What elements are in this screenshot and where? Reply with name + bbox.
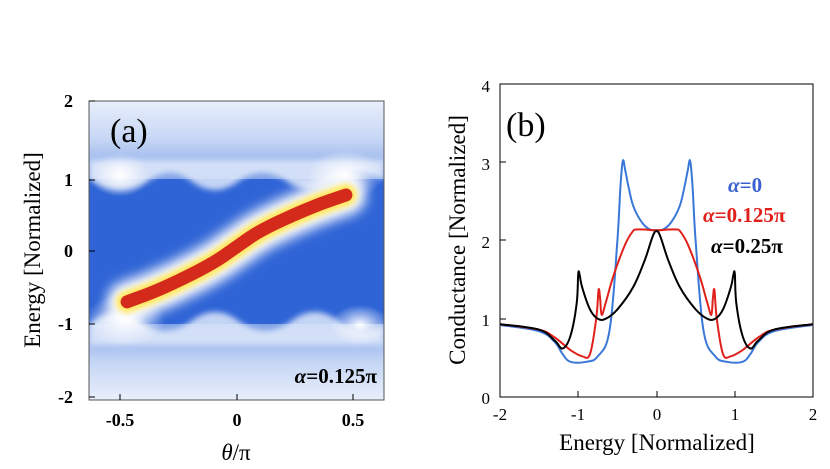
heatmap-image bbox=[89, 101, 384, 400]
conductance-x-label: Energy [Normalized] bbox=[559, 430, 755, 455]
legend-value: =0 bbox=[740, 173, 762, 197]
x-label-rest: /π bbox=[233, 440, 251, 465]
panel-label-b: (b) bbox=[506, 107, 546, 144]
diagonal-state-core bbox=[120, 188, 353, 309]
heatmap-x-label: θ/π bbox=[221, 440, 251, 465]
legend-alpha-0: α=0 bbox=[728, 173, 762, 197]
y-tick-label: 2 bbox=[482, 233, 491, 252]
panel-label-a: (a) bbox=[110, 113, 148, 150]
y-tick-label: 1 bbox=[64, 170, 73, 190]
legend-value: =0.25π bbox=[723, 234, 784, 258]
conductance-panel: 4 3 2 1 0 -2 -1 0 1 2 Conductance [Norma… bbox=[445, 77, 817, 455]
x-tick-label: -0.5 bbox=[106, 410, 135, 430]
heatmap-y-axis: 2 1 0 -1 -2 bbox=[58, 91, 95, 407]
x-tick-label: 0 bbox=[233, 410, 242, 430]
x-tick-label: 0.5 bbox=[342, 410, 365, 430]
heatmap-y-label: Energy [Normalized] bbox=[20, 152, 45, 348]
y-tick-label: 1 bbox=[482, 311, 491, 330]
x-tick-label: -2 bbox=[493, 405, 507, 424]
heatmap-x-axis: -0.5 0 0.5 bbox=[106, 394, 365, 430]
glow-upper-left bbox=[90, 153, 150, 197]
x-label-variable: θ bbox=[221, 440, 232, 465]
legend-alpha-0125pi: α=0.125π bbox=[703, 203, 786, 227]
glow-lower-right bbox=[330, 305, 384, 345]
y-tick-label: 4 bbox=[482, 77, 491, 96]
heatmap-panel: 2 1 0 -1 -2 -0.5 0 0.5 θ/π Energy [Norma… bbox=[20, 91, 385, 465]
annotation-variable: α bbox=[295, 364, 307, 388]
conductance-y-label: Conductance [Normalized] bbox=[445, 115, 470, 365]
y-tick-label: -2 bbox=[58, 387, 73, 407]
legend-value: =0.125π bbox=[715, 203, 786, 227]
conductance-x-axis: -2 -1 0 1 2 bbox=[493, 391, 817, 424]
y-tick-label: 3 bbox=[482, 155, 491, 174]
x-tick-label: 2 bbox=[809, 405, 818, 424]
legend-variable: α bbox=[703, 203, 715, 227]
conductance-y-axis: 4 3 2 1 0 bbox=[482, 77, 506, 408]
plot-frame bbox=[499, 83, 814, 398]
series-line-2 bbox=[499, 230, 814, 350]
legend-alpha-025pi: α=0.25π bbox=[711, 234, 783, 258]
lower-band-edge bbox=[89, 312, 384, 345]
y-tick-label: -1 bbox=[58, 314, 73, 334]
legend-variable: α bbox=[711, 234, 723, 258]
legend-variable: α bbox=[728, 173, 740, 197]
conductance-curves bbox=[499, 159, 814, 364]
y-tick-label: 0 bbox=[482, 389, 491, 408]
annotation-rest: =0.125π bbox=[306, 364, 377, 388]
x-tick-label: 0 bbox=[653, 405, 662, 424]
y-tick-label: 0 bbox=[64, 241, 73, 261]
x-tick-label: 1 bbox=[731, 405, 740, 424]
x-tick-label: -1 bbox=[571, 405, 585, 424]
alpha-annotation: α=0.125π bbox=[295, 364, 378, 388]
y-tick-label: 2 bbox=[64, 91, 73, 111]
